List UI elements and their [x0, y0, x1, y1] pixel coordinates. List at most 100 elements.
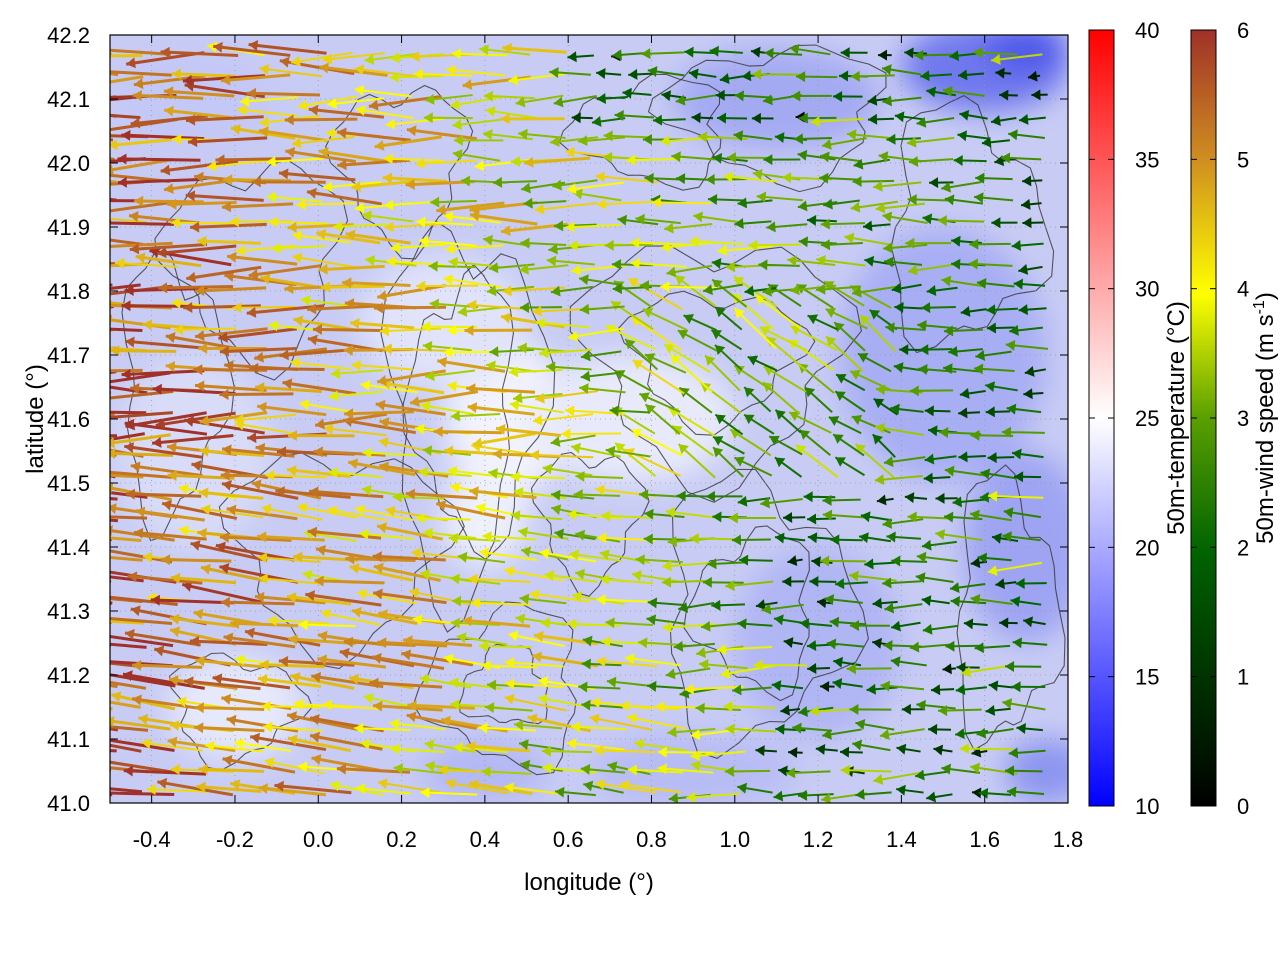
wind-vector — [591, 115, 626, 127]
wind-vector-head — [774, 457, 786, 468]
wind-vector-head — [57, 195, 66, 206]
wind-vector — [707, 193, 745, 205]
wind-vector-shaft — [500, 315, 565, 329]
wind-vector — [890, 620, 921, 632]
wind-vector-shaft — [234, 413, 297, 422]
wind-vector-head — [220, 469, 230, 481]
wind-vector — [284, 114, 358, 126]
wind-vector — [815, 743, 838, 755]
wind-vector-shaft — [390, 243, 447, 250]
wind-vector-shaft — [223, 635, 296, 649]
wind-vector — [924, 405, 951, 417]
wind-vector-head — [351, 181, 361, 193]
wind-vector — [822, 509, 867, 521]
wind-vector — [350, 318, 415, 330]
wind-vector-shaft — [110, 743, 142, 753]
wind-vector — [354, 64, 418, 78]
wind-vector — [314, 412, 388, 430]
wind-vector — [349, 563, 414, 582]
wind-vector — [666, 264, 713, 278]
wind-vector-head — [571, 264, 581, 276]
wind-vector — [949, 582, 986, 593]
wind-vector-head — [436, 500, 447, 511]
wind-vector-shaft — [467, 405, 535, 416]
wind-vector-head — [1004, 765, 1015, 777]
wind-vector-head — [849, 703, 859, 715]
wind-vector-head — [271, 242, 281, 254]
wind-vector-head — [230, 617, 240, 629]
wind-vector — [110, 283, 141, 291]
wind-vector — [785, 767, 831, 779]
wind-vector — [290, 51, 353, 67]
wind-vector-head — [713, 447, 724, 458]
wind-vector-head — [995, 578, 1005, 590]
wind-vector-head — [991, 532, 1002, 544]
wind-vector-head — [227, 251, 237, 263]
wind-vector-head — [712, 511, 722, 523]
wind-vector — [239, 95, 298, 107]
wind-vector-head — [94, 668, 104, 679]
wind-vector — [510, 510, 563, 522]
wind-vector — [834, 390, 866, 413]
wind-vector-head — [464, 324, 474, 336]
wind-vector-head — [941, 181, 951, 193]
wind-vector-head — [612, 49, 622, 61]
wind-vector — [452, 118, 504, 130]
wind-vector-head — [456, 632, 467, 644]
wind-vector-shaft — [410, 53, 474, 59]
wind-vector-head — [219, 388, 229, 400]
wind-vector-head — [829, 616, 840, 628]
wind-vector-head — [857, 352, 869, 363]
wind-vector-head — [501, 312, 511, 324]
wind-vector-head — [731, 534, 742, 546]
wind-vector-head — [1022, 175, 1032, 187]
wind-vector-head — [451, 48, 461, 60]
wind-vector-head — [885, 322, 895, 334]
wind-vector-head — [589, 713, 600, 725]
wind-vector-head — [383, 153, 393, 165]
wind-vector — [110, 53, 112, 57]
wind-vector — [314, 575, 385, 587]
wind-vector — [467, 299, 531, 311]
wind-vector — [561, 428, 622, 440]
wind-vector — [575, 470, 624, 482]
wind-vector-head — [167, 470, 177, 482]
wind-vector — [796, 71, 838, 83]
wind-vector-shaft — [327, 508, 388, 522]
wind-vector-head — [655, 701, 665, 713]
wind-vector-head — [71, 439, 81, 450]
wind-vector — [384, 221, 447, 233]
wind-vector-head — [222, 754, 233, 766]
wind-vector — [278, 655, 355, 667]
wind-vector-head — [195, 330, 205, 342]
wind-vector-shaft — [630, 241, 686, 246]
wind-vector-head — [170, 217, 180, 229]
wind-vector-head — [255, 382, 265, 394]
wind-vector-head — [223, 174, 233, 186]
wind-vector-shaft — [596, 598, 653, 604]
wind-vector — [635, 554, 683, 566]
wind-vector — [527, 713, 591, 733]
wind-vector-shaft — [355, 108, 414, 120]
wind-vector-head — [478, 722, 488, 734]
wind-vector-shaft — [318, 264, 385, 272]
wind-vector-shaft — [151, 433, 234, 445]
wind-vector-head — [450, 482, 461, 494]
wind-vector — [110, 410, 147, 415]
wind-vector-head — [215, 541, 226, 553]
wind-vector — [674, 274, 716, 307]
wind-vector — [261, 700, 321, 712]
wind-vector — [482, 530, 537, 542]
wind-vector-shaft — [161, 501, 238, 520]
wind-vector-head — [470, 597, 481, 609]
wind-vector-head — [596, 68, 606, 79]
wind-vector — [935, 492, 958, 504]
wind-vector — [828, 416, 862, 435]
wind-vector — [788, 747, 803, 759]
wind-vector — [959, 388, 986, 399]
wind-vector — [684, 683, 744, 695]
wind-vector-head — [178, 483, 189, 495]
wind-vector — [355, 783, 412, 795]
wind-vector-head — [630, 237, 640, 249]
wind-vector-head — [561, 428, 571, 440]
